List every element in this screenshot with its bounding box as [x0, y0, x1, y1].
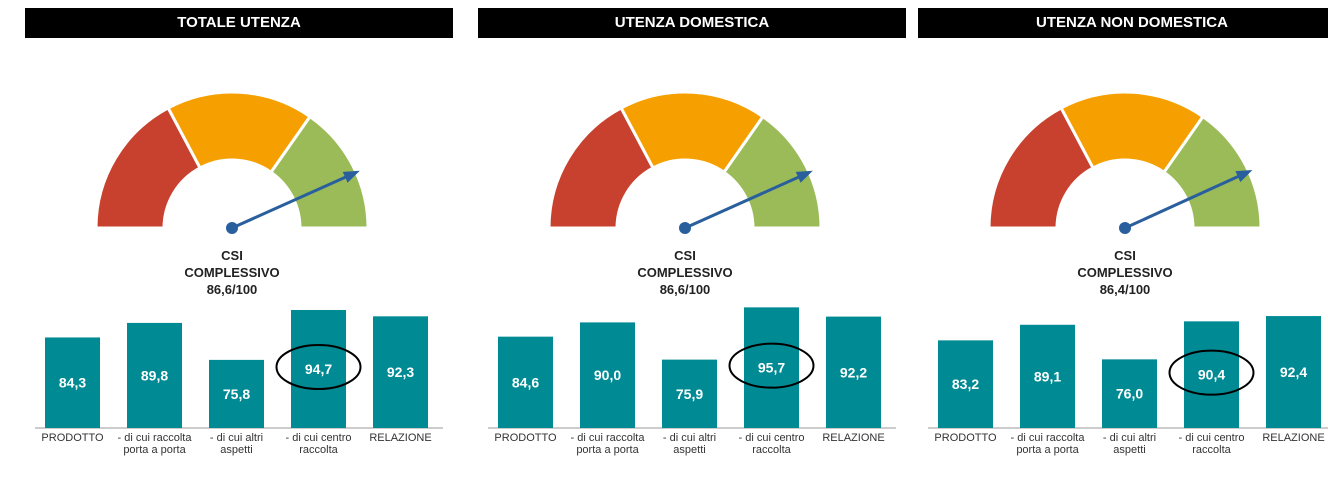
bar — [826, 316, 881, 428]
gauge-segment — [987, 105, 1096, 230]
bar-value-label: 92,3 — [387, 364, 414, 380]
bar — [373, 316, 428, 428]
gauge-label: CSI — [1114, 248, 1136, 263]
bar-value-label: 83,2 — [952, 376, 979, 392]
category-label-box: - di cui altri aspetti — [662, 432, 717, 456]
chart: CSI COMPLESSIVO 86,6/100 84,6 PRODOTTO 90,0 - … — [488, 90, 896, 456]
x-tick-label: RELAZIONE — [369, 432, 432, 444]
x-tick-label: - di cui altri aspetti — [662, 432, 717, 456]
gauge-segment — [166, 90, 313, 175]
category-label-box: - di cui altri aspetti — [1102, 432, 1157, 456]
bar-value-label: 94,7 — [305, 361, 332, 377]
x-tick-label: - di cui altri aspetti — [1102, 432, 1157, 456]
needle-head — [795, 170, 813, 183]
x-tick-label: - di cui centro raccolta — [1178, 432, 1245, 456]
bar — [580, 322, 635, 428]
category-label-box: RELAZIONE — [369, 432, 432, 444]
bar-value-label: 76,0 — [1116, 386, 1143, 402]
highlight-circle — [1168, 349, 1255, 396]
highlight-circle — [728, 342, 815, 389]
category-label-box: - di cui altri aspetti — [209, 432, 264, 456]
gauge-label: COMPLESSIVO — [1077, 265, 1172, 280]
x-tick-label: PRODOTTO — [934, 432, 997, 444]
needle-hub — [679, 222, 691, 234]
bar-value-label: 92,4 — [1280, 364, 1307, 380]
category-label-box: - di cui raccolta porta a porta — [117, 432, 192, 456]
needle-hub — [226, 222, 238, 234]
highlight-circle — [275, 343, 362, 390]
bar — [291, 309, 346, 428]
x-tick-label: - di cui centro raccolta — [285, 432, 352, 456]
x-tick-label: RELAZIONE — [1262, 432, 1325, 444]
needle-head — [1235, 169, 1253, 183]
panel-title: TOTALE UTENZA — [25, 8, 453, 38]
panel-title: UTENZA DOMESTICA — [478, 8, 906, 38]
chart: CSI COMPLESSIVO 86,6/100 84,3 PRODOTTO 89,8 - … — [35, 90, 443, 456]
category-label-box: PRODOTTO — [934, 432, 997, 444]
gauge-segment — [94, 105, 203, 230]
bar-value-label: 90,0 — [594, 367, 621, 383]
category-label-box: - di cui raccolta porta a porta — [570, 432, 645, 456]
x-tick-label: - di cui centro raccolta — [738, 432, 805, 456]
panel: TOTALE UTENZA CSI COMPLESSIVO 86,6/100 84,3 P… — [25, 8, 453, 488]
x-tick-label: RELAZIONE — [822, 432, 885, 444]
gauge-label: CSI — [221, 248, 243, 263]
chart: CSI COMPLESSIVO 86,4/100 83,2 PRODOTTO 89,1 - … — [928, 90, 1328, 456]
category-label-box: RELAZIONE — [1262, 432, 1325, 444]
bar — [1184, 321, 1239, 428]
bar — [938, 340, 993, 428]
bar — [209, 359, 264, 428]
x-tick-label: - di cui raccolta porta a porta — [570, 432, 645, 456]
bar-value-label: 84,6 — [512, 374, 539, 390]
gauge-label: COMPLESSIVO — [184, 265, 279, 280]
bar — [1020, 324, 1075, 428]
gauge-value: 86,6/100 — [207, 282, 258, 297]
x-tick-label: PRODOTTO — [494, 432, 557, 444]
category-label-box: - di cui centro raccolta — [738, 432, 805, 456]
bar-value-label: 84,3 — [59, 375, 86, 391]
bar-value-label: 75,9 — [676, 386, 703, 402]
bar — [45, 337, 100, 428]
panel-title: UTENZA NON DOMESTICA — [918, 8, 1328, 38]
bar — [662, 359, 717, 428]
needle-hub — [1119, 222, 1131, 234]
gauge-needle — [231, 171, 357, 230]
bar-value-label: 89,1 — [1034, 368, 1061, 384]
panel: UTENZA DOMESTICA CSI COMPLESSIVO 86,6/100 84… — [478, 8, 906, 488]
category-label-box: - di cui centro raccolta — [1178, 432, 1245, 456]
bar — [498, 336, 553, 428]
gauge-needle — [1124, 170, 1250, 230]
bar — [744, 307, 799, 428]
bar-value-label: 89,8 — [141, 367, 168, 383]
category-label-box: PRODOTTO — [41, 432, 104, 444]
bar-value-label: 75,8 — [223, 386, 250, 402]
bar-value-label: 95,7 — [758, 360, 785, 376]
bar-value-label: 92,2 — [840, 364, 867, 380]
gauge-label: CSI — [674, 248, 696, 263]
bar — [127, 322, 182, 428]
bar — [1102, 359, 1157, 428]
bar — [1266, 316, 1321, 428]
needle-head — [342, 170, 360, 183]
x-tick-label: - di cui raccolta porta a porta — [1010, 432, 1085, 456]
x-tick-label: - di cui altri aspetti — [209, 432, 264, 456]
gauge-segment — [1059, 90, 1206, 175]
gauge-value: 86,6/100 — [660, 282, 711, 297]
panel: UTENZA NON DOMESTICA CSI COMPLESSIVO 86,4/1… — [918, 8, 1328, 488]
gauge-segment — [619, 90, 766, 175]
x-tick-label: PRODOTTO — [41, 432, 104, 444]
gauge-label: COMPLESSIVO — [637, 265, 732, 280]
category-label-box: RELAZIONE — [822, 432, 885, 444]
gauge-segment — [547, 105, 656, 230]
bar-value-label: 90,4 — [1198, 367, 1225, 383]
category-label-box: - di cui raccolta porta a porta — [1010, 432, 1085, 456]
category-label-box: PRODOTTO — [494, 432, 557, 444]
x-tick-label: - di cui raccolta porta a porta — [117, 432, 192, 456]
gauge-needle — [684, 171, 810, 230]
category-label-box: - di cui centro raccolta — [285, 432, 352, 456]
gauge-value: 86,4/100 — [1100, 282, 1151, 297]
